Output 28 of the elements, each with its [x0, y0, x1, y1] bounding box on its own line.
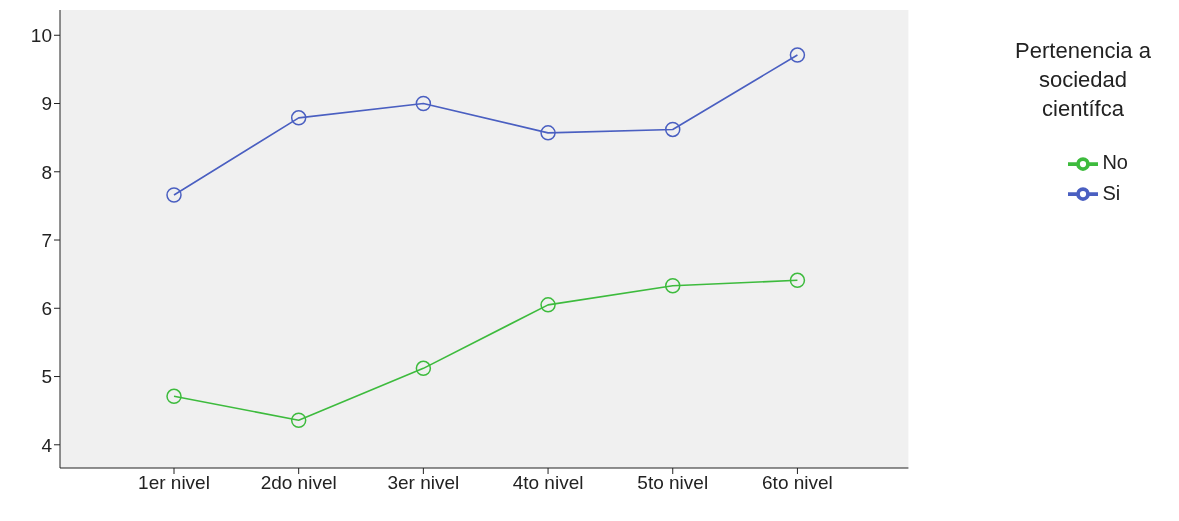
point: [415, 95, 432, 112]
x-tick-label: 1er nivel: [138, 472, 210, 494]
legend-label: Si: [1102, 181, 1121, 204]
y-tick-label: 7: [41, 229, 52, 251]
y-tick-label: 6: [41, 298, 52, 320]
x-tick-label: 3er nivel: [387, 472, 460, 494]
point: [166, 187, 182, 203]
x-tick-label: 4to nivel: [512, 472, 584, 494]
point: [540, 297, 556, 313]
point: [789, 47, 806, 63]
legend-label: No: [1102, 151, 1128, 173]
point: [166, 388, 182, 405]
point: [789, 272, 806, 289]
point: [290, 412, 307, 428]
point: [540, 125, 556, 141]
point: [415, 360, 432, 377]
y-tick-label: 8: [41, 161, 52, 183]
y-tick-label: 9: [41, 93, 52, 115]
legend-title: Pertenencia a sociedad científca: [1014, 37, 1152, 123]
y-tick-label: 5: [41, 366, 52, 388]
point: [290, 110, 307, 126]
point: [664, 121, 681, 138]
y-tick-label: 4: [41, 434, 53, 456]
x-tick-label: 2do nivel: [260, 472, 337, 494]
y-tick-label: 10: [30, 25, 52, 46]
x-tick-label: 6to nivel: [762, 472, 833, 494]
point: [664, 278, 681, 294]
x-tick-label: 5to nivel: [637, 472, 709, 494]
